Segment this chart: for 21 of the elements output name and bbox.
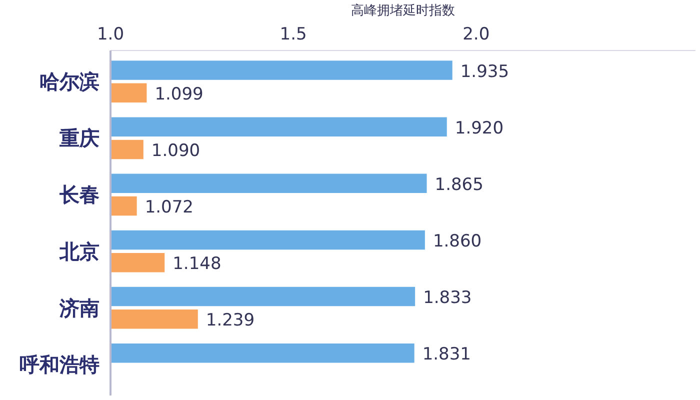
- data-label: 1.833: [423, 288, 472, 308]
- x-tick-label: 1.0: [96, 24, 124, 44]
- data-label: 1.935: [460, 62, 510, 82]
- data-label: 1.831: [422, 344, 472, 365]
- data-label: 1.099: [154, 84, 204, 104]
- data-label: 1.148: [172, 254, 222, 274]
- y-tick-label: 哈尔滨: [40, 70, 100, 94]
- y-tick-label: 呼和浩特: [20, 352, 100, 376]
- data-label: 1.239: [206, 310, 255, 331]
- data-label: 1.865: [434, 174, 484, 195]
- data-label: 1.860: [432, 231, 482, 252]
- y-tick-label: 济南: [58, 296, 100, 320]
- x-axis-title: 高峰拥堵延时指数: [351, 2, 455, 18]
- y-tick-label: 北京: [58, 239, 100, 264]
- data-label: 1.090: [151, 140, 200, 161]
- data-label: 1.920: [454, 118, 504, 138]
- data-label: 1.072: [144, 198, 194, 218]
- x-tick-label: 2.0: [462, 24, 490, 44]
- y-tick-label: 重庆: [58, 126, 100, 150]
- x-tick-label: 1.5: [280, 24, 307, 44]
- y-tick-label: 长春: [58, 182, 100, 207]
